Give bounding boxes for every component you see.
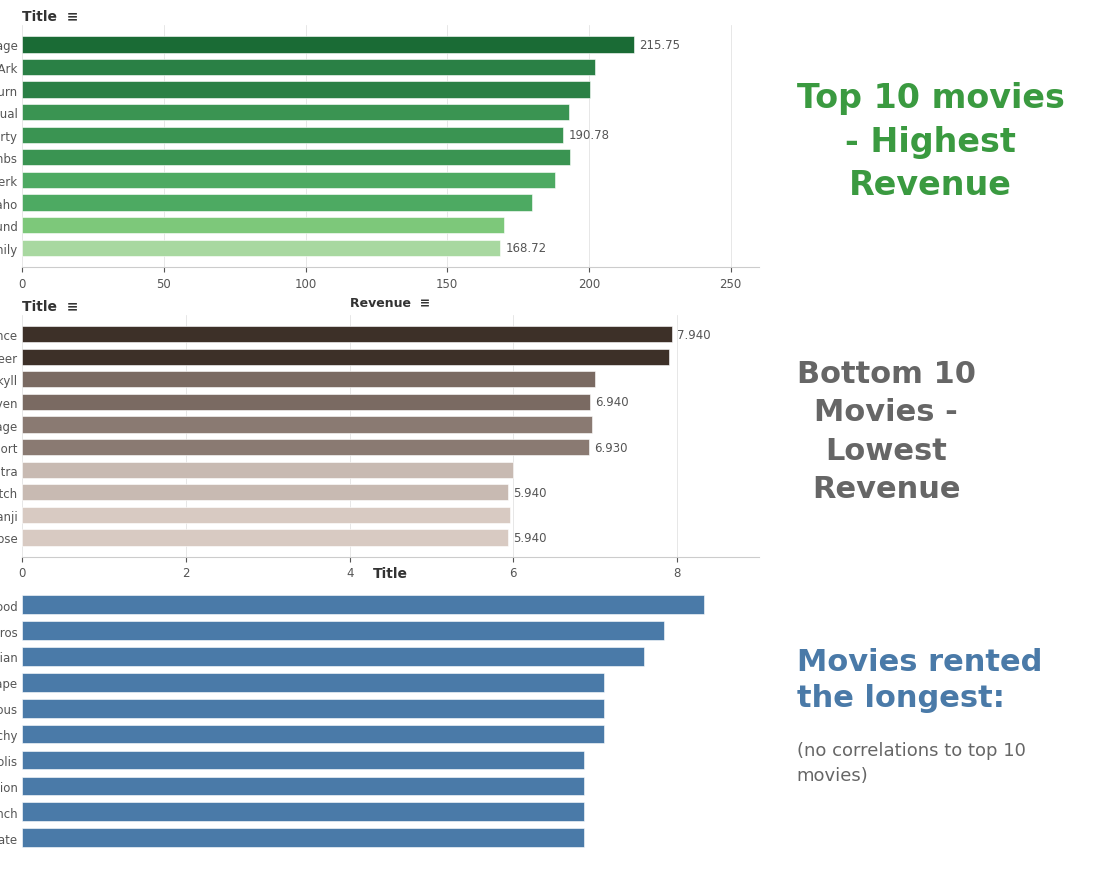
Bar: [22, 802, 584, 821]
Text: Title  ≡: Title ≡: [22, 299, 79, 313]
Text: (no correlations to top 10
movies): (no correlations to top 10 movies): [797, 741, 1026, 784]
Text: Top 10 movies
- Highest
Revenue: Top 10 movies - Highest Revenue: [797, 82, 1065, 202]
Bar: [22, 82, 590, 98]
X-axis label: Revnue  ≡: Revnue ≡: [355, 587, 426, 600]
Bar: [22, 38, 634, 53]
Bar: [22, 462, 513, 478]
Bar: [22, 173, 555, 189]
Bar: [22, 439, 589, 456]
Bar: [22, 530, 509, 545]
Bar: [22, 349, 668, 366]
Text: 190.78: 190.78: [568, 129, 609, 142]
Bar: [22, 595, 704, 615]
Bar: [22, 150, 570, 167]
Text: 5.940: 5.940: [513, 486, 547, 499]
Bar: [22, 240, 500, 257]
Text: Title  ≡: Title ≡: [22, 10, 79, 24]
Bar: [22, 60, 595, 76]
Bar: [22, 417, 591, 433]
Text: 168.72: 168.72: [506, 242, 547, 255]
Bar: [22, 725, 604, 744]
Bar: [22, 751, 584, 769]
Title: Title: Title: [373, 567, 408, 581]
Text: 6.930: 6.930: [595, 441, 628, 454]
X-axis label: Revenue  ≡: Revenue ≡: [350, 297, 431, 310]
Text: 7.940: 7.940: [677, 328, 711, 341]
Bar: [22, 507, 510, 524]
Text: 6.940: 6.940: [595, 396, 628, 409]
Bar: [22, 699, 604, 717]
Text: 215.75: 215.75: [639, 39, 680, 52]
Bar: [22, 622, 664, 640]
Bar: [22, 326, 672, 343]
Bar: [22, 217, 504, 234]
Bar: [22, 127, 562, 144]
Text: Bottom 10
Movies -
Lowest
Revenue: Bottom 10 Movies - Lowest Revenue: [797, 360, 975, 503]
Bar: [22, 395, 590, 410]
Bar: [22, 674, 604, 692]
Text: Movies rented
the longest:: Movies rented the longest:: [797, 647, 1042, 712]
Bar: [22, 105, 569, 121]
Text: 5.940: 5.940: [513, 531, 547, 545]
Bar: [22, 485, 509, 501]
Bar: [22, 372, 595, 388]
Bar: [22, 196, 532, 211]
Bar: [22, 828, 584, 847]
Bar: [22, 647, 644, 666]
Bar: [22, 777, 584, 795]
